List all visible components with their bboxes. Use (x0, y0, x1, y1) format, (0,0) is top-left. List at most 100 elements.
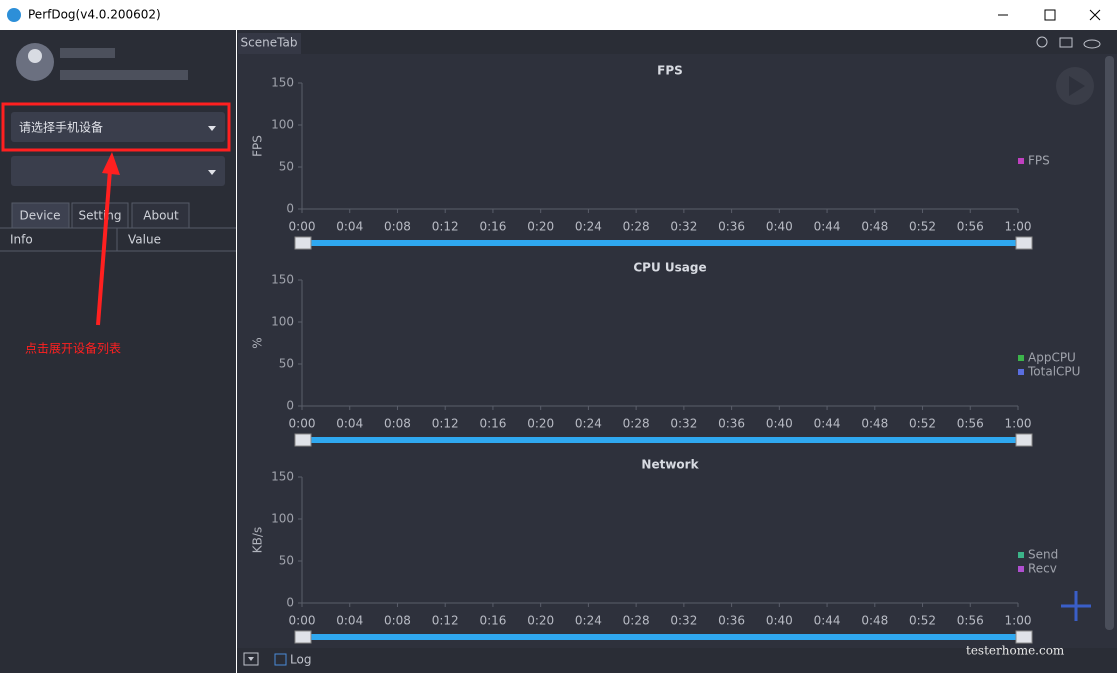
log-label: Log (290, 653, 311, 667)
log-checkbox[interactable] (274, 653, 287, 666)
x-tick-label: 0:56 (957, 220, 984, 234)
y-tick-label: 100 (271, 512, 294, 526)
column-header: Info (10, 233, 33, 247)
x-tick-label: 0:16 (479, 614, 506, 628)
app-icon (7, 8, 21, 22)
x-tick-label: 1:00 (1005, 417, 1032, 431)
y-tick-label: 150 (271, 273, 294, 287)
x-tick-label: 0:36 (718, 614, 745, 628)
x-tick-label: 0:44 (814, 220, 841, 234)
column-header: Value (128, 233, 161, 247)
y-axis-label: KB/s (251, 527, 265, 553)
tab[interactable] (131, 202, 190, 229)
x-tick-label: 0:16 (479, 417, 506, 431)
x-tick-label: 0:36 (718, 417, 745, 431)
x-tick-label: 0:40 (766, 220, 793, 234)
y-tick-label: 150 (271, 76, 294, 90)
y-axis-label: % (251, 337, 265, 348)
x-tick-label: 0:28 (623, 220, 650, 234)
x-tick-label: 1:00 (1005, 220, 1032, 234)
x-tick-label: 0:32 (670, 417, 697, 431)
charts: FPS FPS 0 50 100 150 0:00 0:04 0:08 0:12 0:16 0:20 0… (251, 64, 1080, 644)
y-tick-label: 50 (279, 357, 294, 371)
slider-handle (1015, 630, 1033, 644)
y-tick-label: 100 (271, 118, 294, 132)
x-tick-label: 0:00 (289, 417, 316, 431)
tab[interactable] (11, 202, 70, 229)
tab-bar (237, 30, 1117, 54)
x-tick-label: 0:00 (289, 220, 316, 234)
avatar-head (28, 49, 42, 63)
legend-swatch (1018, 369, 1024, 375)
time-slider (302, 437, 1024, 443)
footer (237, 648, 1117, 673)
x-tick-label: 0:12 (432, 220, 459, 234)
annotation-arrow (96, 169, 112, 326)
x-tick-label: 0:40 (766, 614, 793, 628)
x-tick-label: 0:24 (575, 417, 602, 431)
legend-label: FPS (1028, 154, 1050, 168)
title-bar (0, 0, 1117, 30)
scene-tab-label: SceneTab (241, 36, 298, 50)
x-tick-label: 0:12 (432, 417, 459, 431)
x-tick-label: 0:08 (384, 220, 411, 234)
x-tick-label: 0:56 (957, 417, 984, 431)
x-tick-label: 0:24 (575, 220, 602, 234)
slider-handle (294, 236, 312, 250)
maximize-button[interactable] (1044, 9, 1056, 21)
legend-label: TotalCPU (1027, 365, 1080, 379)
cloud-icon[interactable] (1083, 39, 1101, 49)
footer-toggle[interactable] (243, 652, 259, 666)
x-tick-label: 0:48 (861, 220, 888, 234)
x-tick-label: 0:08 (384, 614, 411, 628)
x-tick-label: 0:28 (623, 614, 650, 628)
y-tick-label: 0 (286, 399, 294, 413)
tab-label: About (143, 209, 179, 223)
x-tick-label: 0:24 (575, 614, 602, 628)
x-tick-label: 0:32 (670, 614, 697, 628)
x-tick-label: 0:20 (527, 614, 554, 628)
play-icon (1069, 76, 1085, 96)
watermark: testerhome.com (966, 644, 1065, 658)
x-tick-label: 0:08 (384, 417, 411, 431)
x-tick-label: 0:44 (814, 417, 841, 431)
x-tick-label: 0:20 (527, 220, 554, 234)
chart-title: FPS (657, 64, 683, 78)
x-tick-label: 0:28 (623, 417, 650, 431)
scene-tab[interactable] (238, 33, 301, 54)
y-tick-label: 50 (279, 160, 294, 174)
highlight-box (1, 102, 231, 152)
add-button[interactable] (1061, 591, 1091, 621)
scrollbar[interactable] (1105, 56, 1114, 630)
folder-icon[interactable] (1059, 37, 1073, 48)
x-tick-label: 0:04 (336, 417, 363, 431)
legend-swatch (1018, 552, 1024, 558)
legend-label: Recv (1028, 562, 1057, 576)
window-title: PerfDog(v4.0.200602) (28, 8, 161, 22)
blurred-id (60, 70, 188, 80)
device-select[interactable] (11, 112, 225, 142)
legend-swatch (1018, 566, 1024, 572)
close-button[interactable] (1089, 9, 1101, 21)
time-slider (302, 634, 1024, 640)
x-tick-label: 0:56 (957, 614, 984, 628)
annotation-text: 点击展开设备列表 (25, 342, 121, 356)
location-icon[interactable] (1036, 36, 1048, 48)
x-tick-label: 0:52 (909, 417, 936, 431)
tab-label: Setting (79, 209, 122, 223)
x-tick-label: 0:04 (336, 220, 363, 234)
legend-swatch (1018, 355, 1024, 361)
x-tick-label: 0:36 (718, 220, 745, 234)
toggle-arrow (248, 657, 254, 661)
slider-handle (1015, 236, 1033, 250)
slider-handle (1015, 433, 1033, 447)
main-panel (237, 30, 1117, 648)
slider-handle (294, 433, 312, 447)
x-tick-label: 0:48 (861, 417, 888, 431)
tab-label: Device (19, 209, 60, 223)
blurred-name (60, 48, 115, 58)
x-tick-label: 0:00 (289, 614, 316, 628)
legend-swatch (1018, 158, 1024, 164)
